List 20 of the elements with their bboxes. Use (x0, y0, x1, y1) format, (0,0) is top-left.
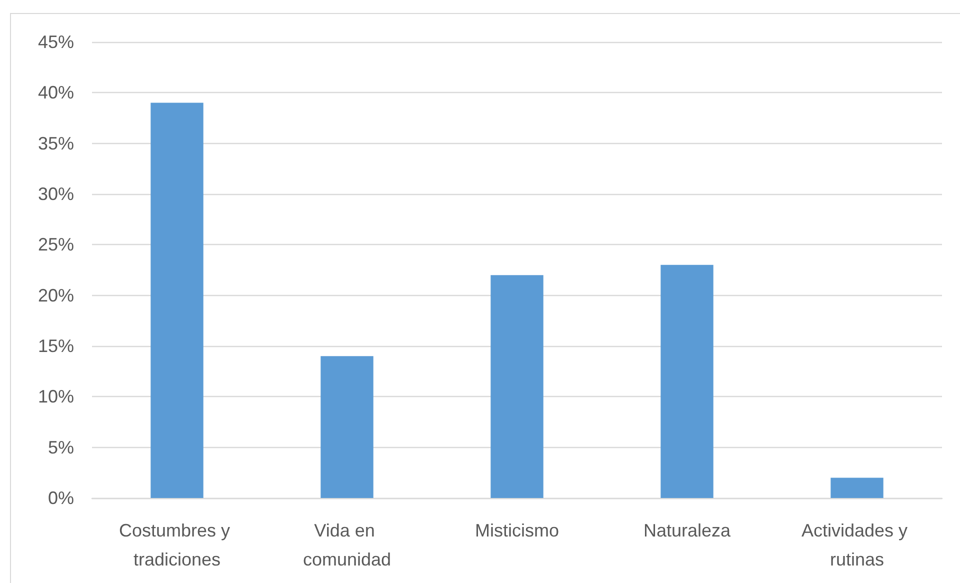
y-tick-label: 15% (38, 336, 74, 356)
bar (490, 275, 544, 498)
y-tick-label: 10% (38, 386, 74, 407)
bar (660, 264, 714, 498)
y-tick-label: 5% (48, 437, 74, 458)
x-tick-label: Naturaleza (643, 520, 732, 540)
y-tick-label: 25% (38, 234, 74, 255)
y-tick-label: 45% (38, 32, 74, 52)
y-tick-label: 30% (38, 184, 74, 204)
y-tick-label: 35% (38, 133, 74, 154)
x-tick-label: Vida en comunidad (302, 520, 392, 570)
y-tick-label: 20% (38, 285, 74, 306)
x-tick-label: Actividades y rutinas (801, 520, 913, 570)
bar (320, 356, 374, 498)
y-tick-label: 0% (48, 488, 74, 508)
x-tick-label: Costumbres y tradiciones (118, 520, 236, 570)
bar (830, 478, 884, 498)
bar (150, 102, 204, 498)
y-tick-label: 40% (38, 82, 74, 103)
x-tick-label: Misticismo (475, 520, 559, 540)
